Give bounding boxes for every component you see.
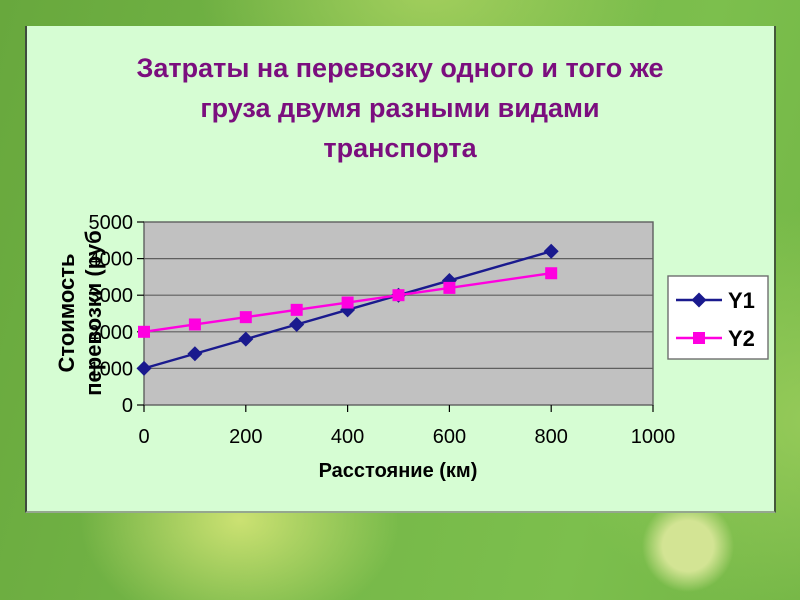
data-point-Y2 <box>290 303 303 316</box>
slide-title-line-1: Затраты на перевозку одного и того же <box>136 53 664 83</box>
series-line-Y1 <box>143 250 552 370</box>
data-point-Y1 <box>187 346 203 362</box>
data-point-Y1 <box>289 316 305 332</box>
y-tick-label: 0 <box>122 395 133 417</box>
slide-title-line-2: груза двумя разными видами <box>200 93 600 123</box>
y-tick-label: 2000 <box>89 322 134 344</box>
y-axis-title-line-1: Стоимость <box>54 253 79 372</box>
data-point-Y1 <box>238 331 254 347</box>
data-point-Y2 <box>239 311 252 324</box>
x-tick-label: 600 <box>433 426 466 448</box>
x-axis-title: Расстояние (км) <box>319 460 478 482</box>
plot-area <box>143 221 654 406</box>
data-point-Y2 <box>545 267 558 280</box>
legend-marker-Y1 <box>691 292 707 308</box>
data-point-Y2 <box>138 325 150 338</box>
y-tick-label: 5000 <box>89 212 134 234</box>
legend-label-Y1: Y1 <box>728 288 755 313</box>
data-point-Y2 <box>341 296 354 309</box>
y-tick-label: 3000 <box>89 285 134 307</box>
slide-title: Затраты на перевозку одного и того же гр… <box>70 48 730 168</box>
data-point-Y2 <box>188 318 201 331</box>
data-point-Y2 <box>443 281 456 294</box>
x-tick-label: 0 <box>138 426 149 448</box>
legend-label-Y2: Y2 <box>728 326 755 351</box>
x-tick-label: 400 <box>331 426 364 448</box>
data-point-Y2 <box>392 289 405 302</box>
slide-title-line-3: транспорта <box>323 133 477 163</box>
x-tick-label: 1000 <box>631 426 676 448</box>
x-tick-label: 800 <box>535 426 568 448</box>
y-axis-title-line-2: перевозки (руб <box>81 230 106 395</box>
y-tick-label: 1000 <box>89 358 134 380</box>
data-point-Y1 <box>543 243 559 259</box>
legend-marker-Y2 <box>693 332 705 344</box>
data-point-Y1 <box>136 360 152 376</box>
y-tick-label: 4000 <box>89 249 134 271</box>
series-line-Y2 <box>143 272 552 333</box>
x-tick-label: 200 <box>229 426 262 448</box>
legend-box <box>667 275 769 360</box>
